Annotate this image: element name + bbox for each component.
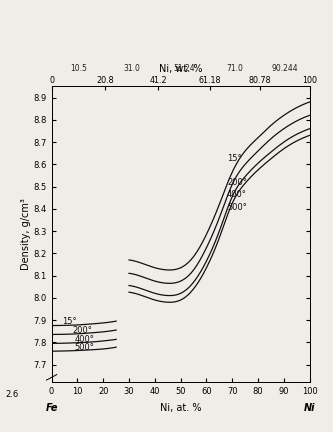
Text: 51.24: 51.24 bbox=[173, 64, 195, 73]
Text: 200°: 200° bbox=[72, 326, 92, 334]
Text: 10.5: 10.5 bbox=[70, 64, 87, 73]
Text: Fe: Fe bbox=[45, 403, 58, 413]
Text: 90.244: 90.244 bbox=[271, 64, 298, 73]
Text: 15°: 15° bbox=[62, 317, 77, 326]
Y-axis label: Density, g/cm³: Density, g/cm³ bbox=[21, 198, 31, 270]
Text: 500°: 500° bbox=[227, 203, 247, 212]
Text: 15°: 15° bbox=[227, 154, 242, 163]
Text: 2.6: 2.6 bbox=[5, 390, 18, 399]
Text: 500°: 500° bbox=[75, 343, 95, 353]
Text: 31.0: 31.0 bbox=[123, 64, 140, 73]
Text: 71.0: 71.0 bbox=[226, 64, 243, 73]
Text: 200°: 200° bbox=[227, 178, 247, 187]
Text: 400°: 400° bbox=[227, 190, 247, 199]
X-axis label: Ni, wt. %: Ni, wt. % bbox=[159, 64, 202, 74]
Text: 400°: 400° bbox=[75, 335, 95, 343]
Text: Ni: Ni bbox=[304, 403, 315, 413]
Text: Ni, at. %: Ni, at. % bbox=[160, 403, 201, 413]
